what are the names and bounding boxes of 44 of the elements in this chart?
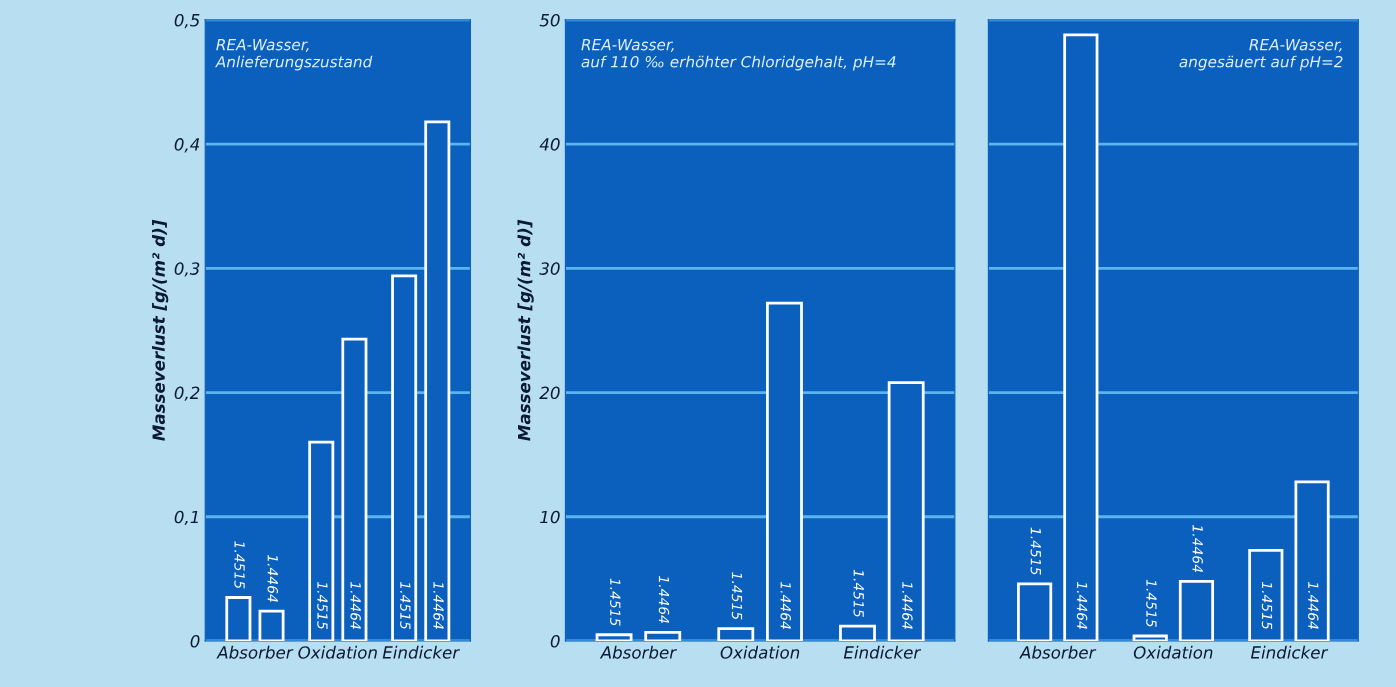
text: 1.4515 (234, 541, 245, 589)
y-axis-title: Masseverlust [g/(m² d)] (152, 219, 169, 441)
text: 1.4515 (1146, 579, 1157, 627)
x-tick-label: Eindicker (1250, 645, 1329, 659)
y-tick-label: 0,3 (174, 262, 200, 277)
y-tick-label: 50 (539, 13, 560, 27)
text: 1.4464 (267, 554, 278, 602)
text: 1.4515 (1261, 581, 1273, 630)
y-tick-label: 30 (539, 262, 560, 275)
text: 1.4464 (658, 576, 670, 623)
y-tick-label: 0,2 (174, 386, 200, 401)
x-tick-label: Oxidation (720, 645, 800, 659)
x-tick-label: Absorber (1019, 645, 1097, 659)
annotation: REA-Wasser, auf 110 ‰ erhöhter Chloridgehalt, pH=4 (581, 39, 896, 71)
annotation: REA-Wasser, Anlieferungszustand (215, 39, 373, 71)
y-tick-label: 0 (190, 634, 200, 648)
text: 1.4515 (853, 569, 864, 617)
y-tick-label: 0 (550, 634, 560, 648)
text: 1.4464 (1308, 581, 1319, 629)
x-tick-label: Eindicker (382, 645, 461, 659)
text: 1.4515 (400, 581, 411, 630)
text: 1.4464 (780, 581, 791, 629)
text: 1.4464 (902, 581, 913, 629)
text: 1.4515 (610, 578, 621, 626)
x-tick-label: Absorber (599, 645, 677, 659)
text: 1.4464 (433, 581, 444, 629)
x-tick-label: Oxidation (1133, 645, 1213, 659)
y-axis-title: Masseverlust [g/(m² d)] (517, 219, 534, 441)
y-tick-label: 0,5 (174, 13, 200, 29)
series-label: 1.4464 (350, 581, 361, 629)
y-tick-label: 40 (539, 138, 560, 151)
annotation: REA-Wasser, angesäuert auf pH=2 (1179, 39, 1343, 71)
series-label: 1.4515 (317, 581, 328, 630)
text: 1.4464 (1192, 525, 1203, 573)
y-tick-label: 10 (540, 510, 560, 524)
x-tick-label: Eindicker (843, 645, 922, 659)
x-tick-label: Oxidation (298, 645, 377, 659)
text: 1.4515 (731, 572, 743, 620)
y-tick-label: 20 (539, 386, 560, 400)
y-tick-label: 0,1 (174, 510, 198, 526)
text: 1.4464 (1076, 581, 1088, 629)
text: 1.4515 (1030, 527, 1041, 575)
x-tick-label: Absorber (216, 645, 294, 659)
y-tick-label: 0,4 (174, 138, 200, 153)
